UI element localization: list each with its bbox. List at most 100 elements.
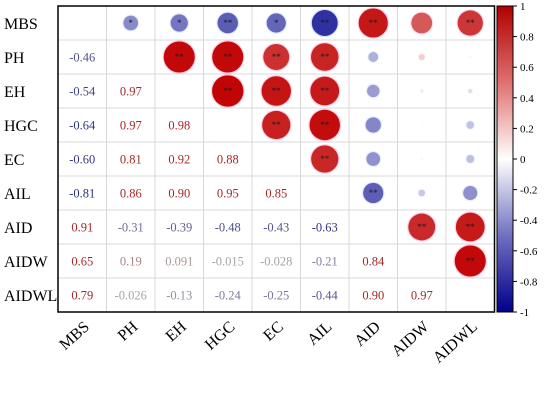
y-axis-label: AIDWL <box>4 288 57 305</box>
correlation-circle <box>418 189 426 197</box>
correlation-circle <box>368 52 379 62</box>
significance-mark: * <box>274 18 279 28</box>
x-axis-label: EH <box>163 318 191 345</box>
colorbar-tick-label: -0.8 <box>520 276 538 288</box>
x-axis-label: AID <box>351 318 384 350</box>
significance-mark: ** <box>320 86 330 96</box>
correlation-value: 0.97 <box>411 289 433 303</box>
correlation-circle <box>463 185 478 201</box>
correlation-circle <box>358 8 388 38</box>
correlation-value: -0.015 <box>212 255 244 269</box>
correlation-circle <box>310 43 339 71</box>
significance-mark: ** <box>369 18 379 28</box>
correlation-circle <box>365 117 381 133</box>
correlation-value: -0.64 <box>69 119 96 133</box>
correlation-circle <box>418 53 425 61</box>
y-axis-label: PH <box>4 50 25 67</box>
significance-mark: ** <box>320 52 330 62</box>
correlation-value: -0.63 <box>312 221 338 235</box>
correlation-value: -0.21 <box>312 255 338 269</box>
y-axis-label: HGC <box>4 118 38 135</box>
correlation-value: -0.44 <box>312 289 339 303</box>
significance-mark: * <box>177 18 182 28</box>
colorbar: 1 0.8 0.6 0.4 0.2 0 -0.2 -0.4 -0.6 -0.8 -1 <box>496 1 538 319</box>
correlation-circle <box>408 213 436 241</box>
x-axis-label: AIDW <box>389 318 433 360</box>
correlation-value: 0.86 <box>120 187 142 201</box>
significance-mark: ** <box>320 120 330 130</box>
correlation-value: -0.13 <box>166 289 192 303</box>
correlation-circle <box>420 89 424 93</box>
x-axis-label: EC <box>260 318 287 344</box>
correlation-circle <box>420 157 424 161</box>
correlation-circle <box>170 14 188 32</box>
correlation-value: 0.98 <box>168 119 190 133</box>
correlation-value: -0.60 <box>69 153 95 167</box>
significance-mark: ** <box>272 86 282 96</box>
correlation-value: 0.97 <box>120 85 142 99</box>
x-axis-label: HGC <box>202 318 238 353</box>
correlation-value: 0.92 <box>168 153 190 167</box>
correlation-value: 0.91 <box>71 221 93 235</box>
colorbar-tick-label: -0.2 <box>520 185 537 197</box>
y-axis-labels: MBS PH EH HGC EC AIL AID AIDW AIDWL <box>4 16 57 305</box>
correlation-circle <box>212 41 244 73</box>
correlation-circle <box>420 123 424 127</box>
correlation-value: -0.46 <box>69 51 95 65</box>
significance-mark: * <box>129 18 134 28</box>
correlation-value: 0.79 <box>71 289 93 303</box>
x-axis-label: PH <box>115 318 142 345</box>
colorbar-tick-label: 0.6 <box>520 62 534 74</box>
correlation-value: 0.091 <box>165 255 193 269</box>
y-axis-label: EC <box>4 152 24 169</box>
correlation-value: -0.028 <box>260 255 292 269</box>
colorbar-tick-label: 0.8 <box>520 32 534 44</box>
correlation-value: 0.85 <box>265 187 287 201</box>
significance-mark: ** <box>223 86 233 96</box>
significance-mark: ** <box>223 52 233 62</box>
significance-mark: ** <box>272 120 282 130</box>
significance-mark: ** <box>223 18 233 28</box>
significance-mark: ** <box>417 222 427 232</box>
correlation-circle <box>363 182 384 204</box>
correlation-circle <box>262 110 291 140</box>
correlation-circle <box>266 13 286 33</box>
correlation-circle <box>217 12 238 34</box>
correlation-circle <box>123 15 139 31</box>
correlation-circle <box>261 76 291 106</box>
colorbar-gradient <box>496 5 514 313</box>
grid <box>57 5 496 313</box>
correlation-value: -0.31 <box>118 221 144 235</box>
correlation-circle <box>468 88 473 94</box>
plot-frame <box>57 5 496 313</box>
correlation-value: -0.81 <box>69 187 95 201</box>
y-axis-label: AIL <box>4 186 31 203</box>
correlation-value: 0.90 <box>362 289 384 303</box>
cells: * * ** * ** ** **-0.46 ** ** ** **-0.54 0.97 ** ** **-… <box>69 7 487 303</box>
correlation-circle <box>212 75 244 107</box>
correlation-circle <box>455 212 485 242</box>
correlation-circle <box>454 245 486 277</box>
correlation-value: 0.84 <box>362 255 385 269</box>
x-axis-label: MBS <box>56 318 92 353</box>
correlation-value: -0.43 <box>263 221 289 235</box>
y-axis-label: AIDW <box>4 254 48 271</box>
significance-mark: ** <box>466 256 476 266</box>
significance-mark: ** <box>272 52 282 62</box>
correlation-value: 0.81 <box>120 153 142 167</box>
correlation-circle <box>263 44 290 70</box>
correlation-value: -0.24 <box>215 289 242 303</box>
correlation-circle <box>311 10 338 36</box>
correlation-circle <box>457 10 483 36</box>
correlation-circle <box>311 145 339 173</box>
significance-mark: ** <box>175 52 185 62</box>
correlation-value: -0.48 <box>215 221 241 235</box>
correlation-circle <box>466 121 475 129</box>
correlation-value: 0.65 <box>71 255 93 269</box>
x-axis-label: AIDWL <box>430 318 481 366</box>
colorbar-tick-label: 0.2 <box>520 123 534 135</box>
colorbar-tick-label: -0.6 <box>520 246 538 258</box>
correlation-circle <box>309 109 340 141</box>
